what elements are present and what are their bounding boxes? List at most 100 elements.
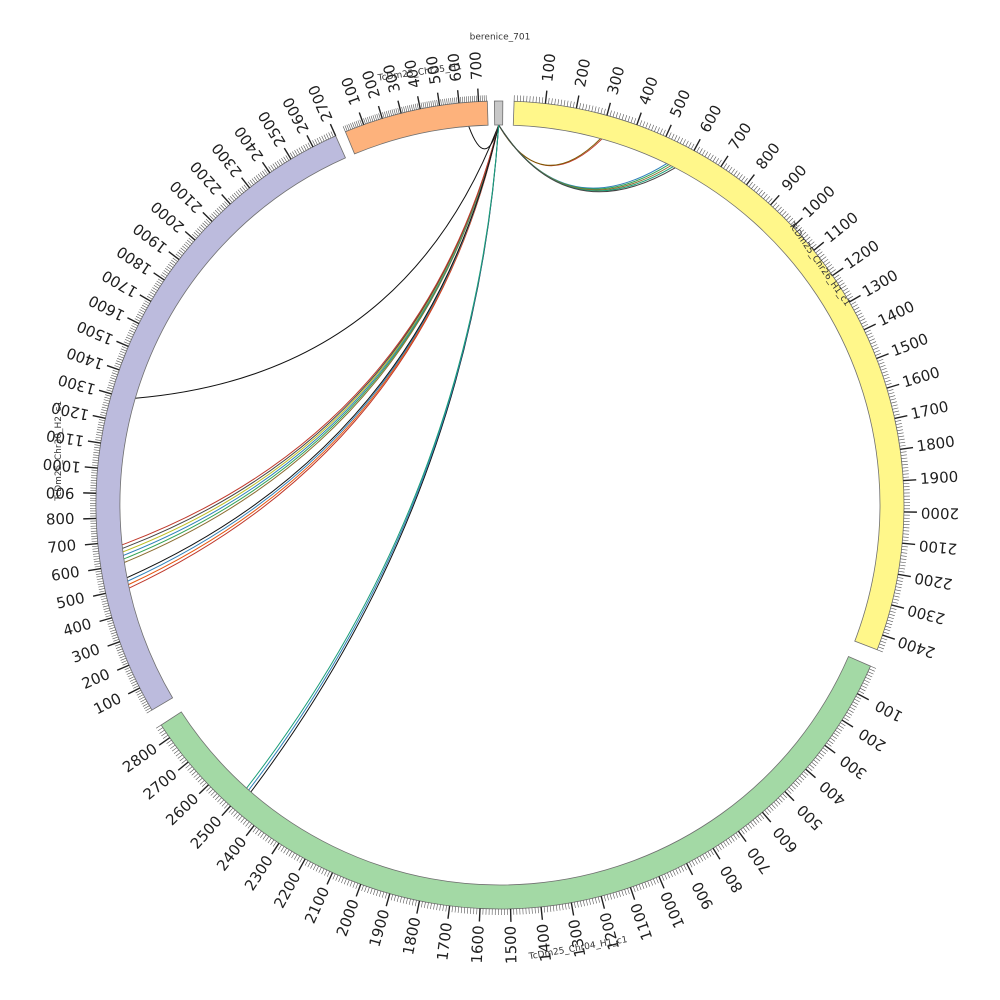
minor-tick (875, 353, 882, 356)
minor-tick (175, 752, 181, 757)
minor-tick (757, 815, 762, 821)
minor-tick (779, 208, 785, 214)
minor-tick (884, 380, 891, 383)
major-tick (570, 902, 575, 916)
minor-tick (141, 304, 148, 309)
minor-tick (558, 904, 561, 911)
major-tick (863, 323, 877, 331)
minor-tick (412, 104, 415, 111)
minor-tick (452, 97, 454, 104)
minor-tick (344, 125, 348, 132)
minor-tick (750, 821, 755, 827)
segment-chr26 (512, 100, 905, 651)
major-tick (903, 479, 917, 482)
tick-label: 600 (769, 823, 801, 856)
minor-tick (307, 142, 312, 149)
minor-tick (462, 96, 464, 103)
minor-tick (104, 396, 111, 400)
minor-tick (94, 446, 101, 449)
minor-tick (878, 361, 885, 365)
tick-label: 1900 (366, 907, 394, 949)
minor-tick (335, 874, 339, 881)
minor-tick (892, 407, 899, 410)
minor-tick (221, 801, 227, 807)
minor-tick (881, 370, 888, 374)
minor-tick (405, 898, 408, 905)
minor-tick (391, 109, 394, 116)
minor-tick (342, 126, 346, 132)
link-chr30-18 (126, 124, 500, 579)
minor-tick (142, 703, 149, 707)
minor-tick (568, 903, 570, 910)
minor-tick (650, 879, 653, 886)
minor-tick (204, 220, 209, 226)
minor-tick (826, 742, 832, 747)
minor-tick (715, 158, 720, 164)
tick-label: 2200 (270, 869, 304, 911)
minor-tick (168, 742, 174, 747)
minor-tick (115, 362, 122, 366)
minor-tick (710, 154, 714, 161)
minor-tick (432, 100, 435, 107)
tick-label: 1800 (399, 916, 424, 957)
minor-tick (102, 602, 109, 605)
major-tick (882, 634, 896, 640)
minor-tick (191, 771, 197, 776)
minor-tick (98, 421, 105, 424)
minor-tick (430, 903, 432, 910)
minor-tick (799, 775, 805, 781)
minor-tick (133, 685, 139, 689)
minor-tick (898, 567, 906, 570)
minor-tick (93, 560, 100, 563)
minor-tick (829, 737, 836, 742)
minor-tick (114, 643, 121, 647)
minor-tick (134, 318, 141, 322)
minor-tick (288, 851, 293, 857)
major-tick (397, 100, 402, 114)
minor-tick (125, 336, 132, 340)
tick-label: 1300 (859, 266, 901, 301)
link-chr30-14 (121, 124, 500, 546)
minor-tick (577, 901, 579, 908)
minor-tick (125, 669, 132, 673)
link-chr04-21 (246, 124, 500, 789)
minor-tick (865, 329, 871, 333)
minor-tick (169, 261, 175, 266)
minor-tick (171, 259, 177, 264)
minor-tick (93, 452, 100, 454)
major-tick (856, 693, 870, 701)
minor-tick (112, 370, 119, 373)
minor-tick (811, 761, 817, 767)
segment-berenice_701 (493, 100, 504, 126)
minor-tick (445, 905, 447, 912)
minor-tick (97, 583, 104, 585)
minor-tick (859, 318, 866, 322)
minor-tick (825, 261, 831, 266)
minor-tick (128, 676, 135, 680)
minor-tick (851, 704, 857, 708)
minor-tick (809, 241, 815, 246)
minor-tick (434, 100, 436, 107)
minor-tick (707, 851, 712, 857)
minor-tick (141, 701, 148, 705)
tick-label: 2800 (119, 740, 161, 777)
minor-tick (233, 192, 239, 198)
minor-tick (669, 871, 673, 878)
minor-tick (807, 239, 813, 244)
minor-tick (124, 339, 131, 343)
minor-tick (573, 101, 575, 108)
minor-tick (94, 444, 101, 446)
minor-tick (104, 610, 111, 613)
minor-tick (109, 629, 116, 632)
minor-tick (370, 115, 374, 122)
minor-tick (376, 113, 379, 120)
minor-tick (842, 287, 849, 292)
minor-tick (889, 395, 896, 398)
minor-tick (115, 646, 122, 649)
minor-tick (185, 241, 191, 247)
minor-tick (691, 860, 696, 866)
minor-tick (228, 197, 233, 203)
minor-tick (255, 175, 260, 181)
major-tick (306, 135, 314, 148)
minor-tick (193, 232, 199, 237)
